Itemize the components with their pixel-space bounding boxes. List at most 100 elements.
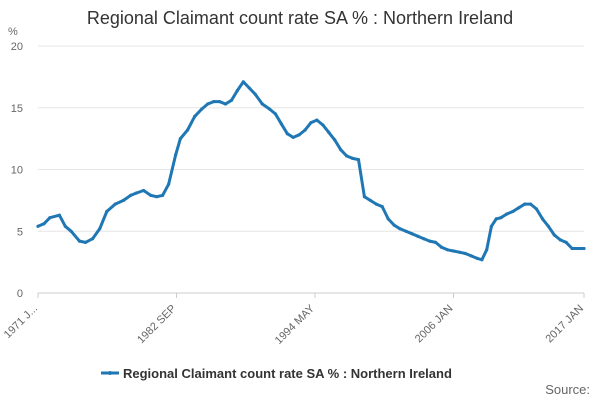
data-point[interactable]: [315, 118, 319, 122]
data-point[interactable]: [475, 256, 479, 260]
data-point[interactable]: [121, 198, 126, 202]
data-point[interactable]: [546, 224, 551, 228]
data-point[interactable]: [489, 224, 493, 228]
series-line[interactable]: [36, 80, 586, 262]
data-point[interactable]: [564, 240, 568, 244]
data-point[interactable]: [241, 80, 245, 84]
data-point[interactable]: [345, 154, 349, 158]
data-point[interactable]: [229, 98, 234, 102]
data-point[interactable]: [505, 212, 509, 216]
x-tick-label: 1971 J...: [2, 303, 40, 341]
data-point[interactable]: [134, 191, 139, 195]
data-point[interactable]: [457, 250, 461, 254]
data-point[interactable]: [267, 107, 272, 111]
data-point[interactable]: [386, 217, 390, 221]
data-point[interactable]: [303, 128, 307, 132]
y-tick-label: 15: [11, 103, 23, 115]
data-point[interactable]: [445, 248, 450, 252]
data-point[interactable]: [77, 239, 82, 243]
data-point[interactable]: [48, 216, 52, 220]
data-point[interactable]: [350, 156, 355, 160]
data-point[interactable]: [273, 112, 277, 116]
y-axis-unit-label: %: [8, 26, 18, 38]
data-point[interactable]: [380, 205, 384, 209]
data-point[interactable]: [291, 135, 295, 139]
data-point[interactable]: [523, 202, 527, 206]
legend-label: Regional Claimant count rate SA % : Nort…: [123, 366, 452, 381]
legend[interactable]: Regional Claimant count rate SA % : Nort…: [101, 366, 452, 381]
data-point[interactable]: [494, 217, 498, 221]
data-point[interactable]: [42, 222, 46, 226]
data-point[interactable]: [113, 202, 117, 206]
data-point[interactable]: [247, 86, 251, 90]
legend-dot-marker: [108, 371, 112, 375]
data-point[interactable]: [463, 251, 467, 256]
data-point[interactable]: [63, 224, 67, 228]
data-point[interactable]: [129, 193, 133, 197]
data-point[interactable]: [279, 122, 283, 126]
x-tick-label: 2006 JAN: [413, 303, 456, 346]
data-point[interactable]: [582, 246, 586, 251]
data-point[interactable]: [422, 237, 426, 241]
data-point[interactable]: [469, 254, 473, 258]
data-point[interactable]: [36, 224, 40, 228]
data-point[interactable]: [576, 246, 580, 251]
data-point[interactable]: [416, 234, 420, 238]
data-point[interactable]: [142, 188, 146, 193]
data-point[interactable]: [174, 153, 178, 157]
data-point[interactable]: [451, 249, 455, 253]
data-point[interactable]: [558, 238, 562, 242]
data-point[interactable]: [186, 128, 190, 132]
data-point[interactable]: [253, 92, 257, 96]
data-point[interactable]: [321, 123, 325, 127]
data-point[interactable]: [480, 258, 484, 262]
data-point[interactable]: [167, 182, 171, 186]
data-point[interactable]: [297, 133, 301, 137]
data-point[interactable]: [309, 121, 313, 125]
data-point[interactable]: [91, 237, 95, 241]
data-point[interactable]: [356, 158, 361, 162]
data-point[interactable]: [333, 138, 337, 142]
data-point[interactable]: [155, 195, 159, 199]
data-point[interactable]: [552, 233, 556, 237]
data-point[interactable]: [362, 195, 366, 199]
data-point[interactable]: [161, 193, 165, 197]
data-point[interactable]: [517, 206, 521, 210]
data-point[interactable]: [392, 223, 396, 227]
data-point[interactable]: [212, 100, 216, 104]
data-point[interactable]: [410, 232, 414, 236]
data-point[interactable]: [398, 227, 402, 231]
data-point[interactable]: [485, 248, 489, 252]
data-point[interactable]: [534, 207, 539, 211]
data-point[interactable]: [235, 88, 239, 93]
data-point[interactable]: [193, 114, 197, 118]
data-point[interactable]: [218, 100, 222, 104]
data-point[interactable]: [339, 148, 343, 152]
data-point[interactable]: [404, 229, 408, 233]
data-point[interactable]: [374, 202, 378, 206]
data-point[interactable]: [105, 209, 109, 214]
data-point[interactable]: [223, 102, 228, 106]
y-tick-label: 0: [17, 288, 23, 300]
data-point[interactable]: [434, 240, 438, 244]
data-point[interactable]: [57, 213, 62, 217]
data-point[interactable]: [368, 198, 372, 202]
data-point[interactable]: [260, 102, 264, 106]
data-point[interactable]: [200, 107, 204, 111]
data-point[interactable]: [98, 227, 102, 231]
data-point[interactable]: [511, 209, 515, 214]
data-point[interactable]: [529, 202, 533, 206]
data-point[interactable]: [570, 246, 574, 251]
data-point[interactable]: [69, 229, 73, 233]
data-point[interactable]: [327, 130, 331, 134]
data-point[interactable]: [149, 193, 153, 197]
data-point[interactable]: [440, 245, 444, 249]
data-point[interactable]: [83, 240, 88, 244]
series-group[interactable]: [36, 80, 586, 262]
data-point[interactable]: [499, 216, 503, 220]
data-point[interactable]: [178, 137, 182, 141]
data-point[interactable]: [540, 217, 545, 221]
data-point[interactable]: [428, 239, 432, 243]
data-point[interactable]: [206, 102, 210, 106]
data-point[interactable]: [285, 132, 289, 136]
